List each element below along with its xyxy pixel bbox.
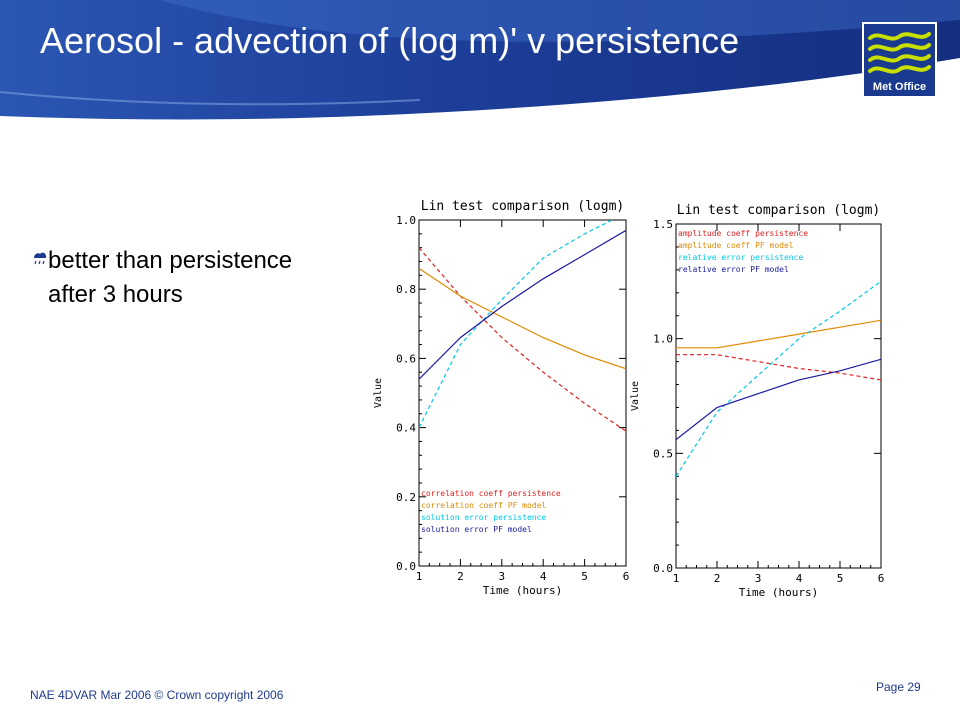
chart-1-legend-entry: correlation coeff PF model	[421, 501, 546, 510]
header-banner	[0, 0, 960, 120]
chart-1-series-line-4	[419, 229, 626, 380]
chart-left: Lin test comparison (logm) 1 2 3 4 5 6 0.0 0.2 0.…	[373, 199, 630, 597]
chart-1-y-tick-label: 0.6	[396, 352, 416, 365]
chart-2-series-line-4	[676, 358, 881, 441]
chart-1-series-line-2	[419, 267, 626, 370]
chart-1-series-line-3	[419, 220, 614, 428]
chart-1-x-tick-label: 6	[623, 570, 630, 583]
chart-2-y-tick-label: 0.0	[653, 562, 673, 575]
chart-2-x-tick-label: 5	[837, 572, 844, 585]
chart-2-legend-entry: amplitude coeff persistence	[678, 229, 808, 238]
cloud-rain-bullet-icon	[34, 252, 47, 265]
chart-1-y-tick-label: 1.0	[396, 214, 416, 227]
bullet-line-1: better than persistence	[48, 247, 293, 274]
chart-2-x-tick-label: 6	[878, 572, 885, 585]
chart-2-legend-entry: amplitude coeff PF model	[678, 241, 794, 250]
chart-2-axes-frame	[675, 223, 882, 569]
bullet-line-2: after 3 hours	[48, 281, 183, 308]
chart-2-series-line-2	[676, 319, 881, 349]
chart-2-x-axis-label: Time (hours)	[739, 586, 818, 599]
chart-1-x-tick-label: 1	[416, 570, 423, 583]
chart-2-legend-entry: relative error persistence	[678, 253, 803, 262]
chart-1-y-tick-label: 0.4	[396, 422, 416, 435]
chart-1-x-axis-label: Time (hours)	[483, 584, 562, 597]
chart-1-legend-entry: solution error persistence	[421, 513, 546, 522]
chart-1-legend-entry: solution error PF model	[421, 525, 532, 534]
chart-2-x-tick-label: 3	[755, 572, 762, 585]
chart-1-legend-entry: correlation coeff persistence	[421, 489, 561, 498]
chart-2-y-axis-label: Value	[630, 381, 641, 411]
chart-1-y-tick-label: 0.0	[396, 560, 416, 573]
chart-1-y-axis-label: Value	[373, 378, 384, 408]
chart-1-x-tick-label: 3	[498, 570, 505, 583]
chart-1-y-tick-label: 0.8	[396, 283, 416, 296]
chart-1-series-line-1	[419, 247, 626, 432]
chart-1-x-tick-label: 2	[457, 570, 464, 583]
logo-text: Met Office	[873, 81, 926, 93]
chart-1-x-tick-label: 4	[540, 570, 547, 583]
chart-1-x-tick-label: 5	[581, 570, 588, 583]
slide-title: Aerosol - advection of (log m)' v persis…	[40, 20, 740, 61]
footer-copyright: NAE 4DVAR Mar 2006 © Crown copyright 200…	[30, 688, 284, 702]
chart-2-title: Lin test comparison (logm)	[677, 203, 881, 218]
footer-page-number: Page 29	[876, 680, 921, 694]
chart-2-y-tick-label: 1.0	[653, 333, 673, 346]
chart-2-legend-entry: relative error PF model	[678, 265, 789, 274]
met-office-logo: Met Office	[862, 22, 937, 98]
chart-2-y-tick-label: 1.5	[653, 218, 673, 231]
bullet-point: better than persistence after 3 hours	[32, 244, 292, 312]
chart-2-series-line-3	[676, 280, 881, 477]
chart-right: Lin test comparison (logm) 1 2 3 4 5 6 0.0 0.5 1.…	[630, 203, 885, 599]
chart-1-title: Lin test comparison (logm)	[421, 199, 625, 214]
chart-2-x-tick-label: 4	[796, 572, 803, 585]
chart-1-y-tick-label: 0.2	[396, 491, 416, 504]
chart-2-x-tick-label: 1	[673, 572, 680, 585]
chart-2-series-line-1	[676, 354, 881, 381]
chart-2-y-tick-label: 0.5	[653, 447, 673, 460]
chart-2-x-tick-label: 2	[714, 572, 721, 585]
